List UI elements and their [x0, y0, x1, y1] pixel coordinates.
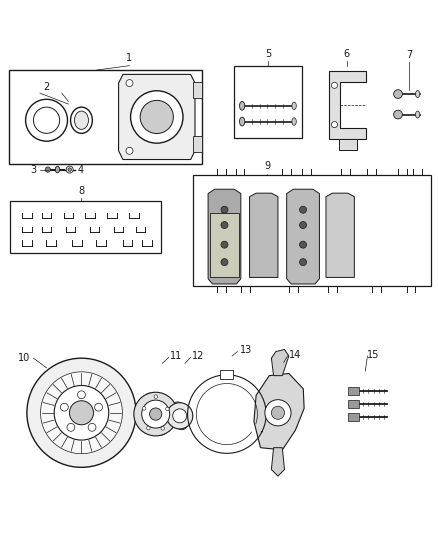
Circle shape [300, 241, 307, 248]
Text: 10: 10 [18, 353, 30, 363]
Circle shape [95, 403, 102, 411]
Text: 13: 13 [240, 345, 252, 356]
Text: 2: 2 [43, 82, 49, 92]
Bar [11, 201, 161, 253]
Bar [220, 370, 233, 379]
Circle shape [265, 400, 291, 426]
Polygon shape [250, 193, 278, 277]
Polygon shape [208, 189, 241, 284]
Circle shape [131, 91, 183, 143]
Ellipse shape [74, 111, 88, 130]
Circle shape [140, 100, 173, 134]
Circle shape [221, 259, 228, 265]
Polygon shape [272, 350, 289, 376]
Circle shape [142, 400, 170, 428]
Polygon shape [254, 374, 304, 450]
Ellipse shape [416, 111, 420, 118]
Polygon shape [119, 75, 195, 159]
Circle shape [332, 82, 338, 88]
Circle shape [394, 110, 403, 119]
Text: 11: 11 [170, 351, 182, 361]
Circle shape [221, 241, 228, 248]
Text: 7: 7 [406, 51, 412, 60]
Circle shape [300, 259, 307, 265]
Circle shape [161, 426, 165, 430]
Circle shape [54, 385, 109, 440]
Text: 4: 4 [77, 165, 83, 175]
Circle shape [27, 358, 136, 467]
Text: 8: 8 [78, 186, 85, 196]
Ellipse shape [55, 166, 60, 173]
Text: 3: 3 [30, 165, 36, 175]
Ellipse shape [240, 117, 245, 126]
Text: 5: 5 [265, 49, 272, 59]
Text: 6: 6 [344, 49, 350, 59]
Ellipse shape [240, 101, 245, 110]
Polygon shape [272, 448, 285, 476]
Ellipse shape [292, 102, 296, 110]
Bar [234, 66, 302, 138]
Bar [10, 70, 201, 164]
Circle shape [394, 90, 403, 99]
Circle shape [70, 401, 93, 425]
Circle shape [166, 403, 193, 429]
Circle shape [41, 372, 122, 454]
Circle shape [126, 147, 133, 154]
Polygon shape [287, 189, 319, 284]
Bar [193, 136, 201, 152]
Bar [193, 175, 431, 286]
Polygon shape [326, 193, 354, 277]
Circle shape [33, 107, 60, 133]
Circle shape [45, 167, 50, 172]
Ellipse shape [292, 118, 296, 125]
Circle shape [88, 423, 96, 431]
Circle shape [150, 408, 162, 420]
Circle shape [68, 168, 71, 171]
Circle shape [126, 79, 133, 87]
Circle shape [332, 122, 338, 128]
Ellipse shape [416, 91, 420, 98]
Ellipse shape [170, 402, 189, 430]
Circle shape [166, 407, 169, 410]
Circle shape [272, 406, 285, 419]
Bar [348, 413, 359, 421]
Bar [348, 387, 359, 395]
Polygon shape [329, 71, 366, 139]
Ellipse shape [71, 107, 92, 133]
Bar [348, 400, 359, 408]
Bar [193, 82, 201, 98]
Circle shape [134, 392, 177, 436]
Circle shape [300, 206, 307, 213]
Circle shape [147, 426, 150, 430]
Circle shape [78, 391, 85, 399]
Circle shape [25, 99, 67, 141]
Circle shape [142, 407, 146, 410]
Circle shape [60, 403, 68, 411]
Circle shape [173, 409, 187, 423]
Ellipse shape [141, 393, 170, 435]
Text: 9: 9 [264, 161, 270, 171]
Text: 1: 1 [127, 53, 133, 63]
Bar [339, 139, 357, 150]
Circle shape [221, 222, 228, 229]
Circle shape [221, 206, 228, 213]
Text: 15: 15 [367, 350, 380, 360]
Circle shape [300, 222, 307, 229]
Circle shape [67, 423, 75, 431]
Circle shape [66, 166, 73, 173]
Circle shape [154, 395, 158, 398]
Text: 14: 14 [289, 350, 301, 360]
Text: 12: 12 [192, 351, 204, 361]
Bar [210, 213, 239, 277]
